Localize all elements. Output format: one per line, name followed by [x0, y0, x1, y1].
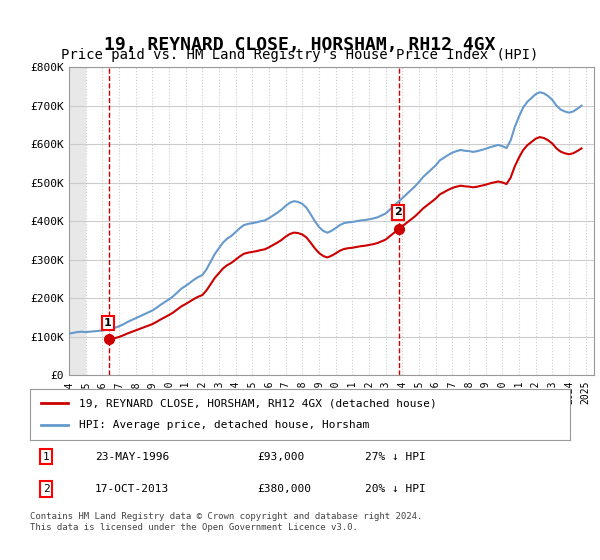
Text: 27% ↓ HPI: 27% ↓ HPI: [365, 451, 425, 461]
Text: £380,000: £380,000: [257, 484, 311, 494]
Text: 19, REYNARD CLOSE, HORSHAM, RH12 4GX (detached house): 19, REYNARD CLOSE, HORSHAM, RH12 4GX (de…: [79, 398, 436, 408]
Text: Contains HM Land Registry data © Crown copyright and database right 2024.
This d: Contains HM Land Registry data © Crown c…: [30, 512, 422, 532]
Text: 19, REYNARD CLOSE, HORSHAM, RH12 4GX: 19, REYNARD CLOSE, HORSHAM, RH12 4GX: [104, 36, 496, 54]
Text: 2: 2: [43, 484, 50, 494]
Text: 1: 1: [104, 318, 112, 328]
Text: 23-MAY-1996: 23-MAY-1996: [95, 451, 169, 461]
Text: £93,000: £93,000: [257, 451, 304, 461]
Text: Price paid vs. HM Land Registry's House Price Index (HPI): Price paid vs. HM Land Registry's House …: [61, 48, 539, 62]
Bar: [69, 67, 86, 375]
Text: 2: 2: [394, 207, 401, 217]
Text: 1: 1: [43, 451, 50, 461]
Text: HPI: Average price, detached house, Horsham: HPI: Average price, detached house, Hors…: [79, 421, 369, 431]
Text: 17-OCT-2013: 17-OCT-2013: [95, 484, 169, 494]
Text: 20% ↓ HPI: 20% ↓ HPI: [365, 484, 425, 494]
